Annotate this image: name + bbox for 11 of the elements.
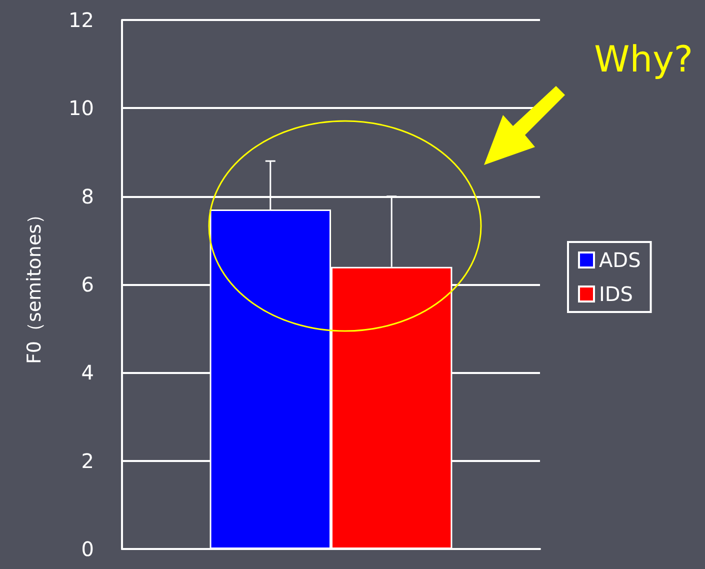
legend-label: IDS (599, 282, 633, 306)
y-tick-label: 8 (81, 184, 94, 208)
y-tick-label: 12 (68, 8, 94, 32)
text: Why? (594, 40, 694, 80)
y-axis-title: F0（semitones） (24, 204, 46, 364)
y-tick-label: 0 (81, 537, 94, 561)
y-tick-label: 10 (68, 96, 94, 120)
y-tick-label: 6 (81, 272, 94, 296)
y-tick-label: 2 (81, 448, 94, 473)
legend-label: ADS (599, 248, 641, 272)
y-tick-label: 4 (81, 360, 94, 385)
